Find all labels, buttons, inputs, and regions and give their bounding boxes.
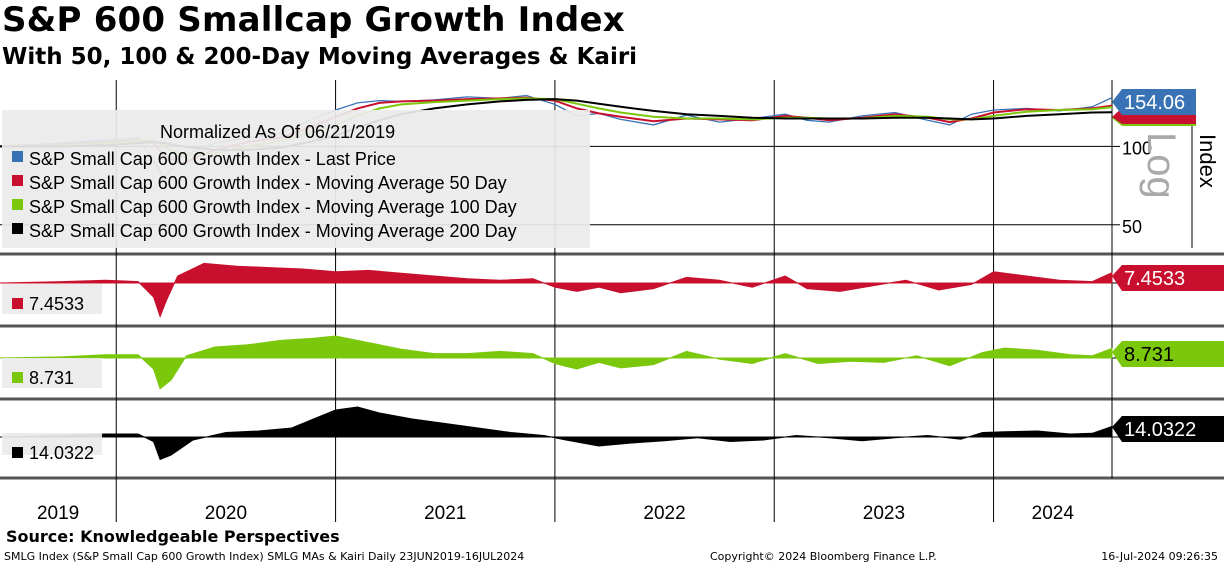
kairi-legend-value: 8.731 — [29, 368, 74, 388]
kairi-area — [0, 406, 1113, 461]
kairi-area — [0, 335, 1113, 390]
legend-entry: S&P Small Cap 600 Growth Index - Moving … — [29, 173, 507, 193]
x-tick-label: 2022 — [643, 503, 685, 524]
legend-entry: S&P Small Cap 600 Growth Index - Moving … — [29, 221, 517, 241]
kairi-value-tag — [1112, 265, 1224, 291]
kairi-value-tag — [1112, 416, 1224, 442]
source-note: Source: Knowledgeable Perspectives — [6, 527, 340, 546]
legend-swatch — [12, 223, 23, 234]
scale-label: Log — [1139, 132, 1183, 199]
kairi-legend-value: 14.0322 — [29, 443, 94, 463]
x-tick-label: 2020 — [205, 503, 247, 524]
kairi-value-label: 7.4533 — [1124, 268, 1185, 290]
kairi-value-label: 8.731 — [1124, 344, 1174, 366]
footer-copyright: Copyright© 2024 Bloomberg Finance L.P. — [710, 550, 937, 563]
axis-title: Index — [1195, 134, 1220, 188]
legend-swatch — [12, 175, 23, 186]
legend-entry: S&P Small Cap 600 Growth Index - Moving … — [29, 197, 517, 217]
price-tick-label: 50 — [1122, 217, 1142, 237]
chart-subtitle: With 50, 100 & 200-Day Moving Averages &… — [2, 44, 638, 70]
kairi-area — [0, 262, 1113, 319]
kairi-legend-box — [2, 433, 102, 455]
legend-entry: S&P Small Cap 600 Growth Index - Last Pr… — [29, 149, 396, 169]
footer-timestamp: 16-Jul-2024 09:26:35 — [1101, 550, 1218, 563]
kairi-value-tag — [1112, 341, 1224, 367]
kairi-legend-swatch — [12, 447, 23, 458]
price-value-tag — [1112, 89, 1196, 115]
x-tick-label: 2019 — [37, 503, 79, 524]
x-tick-label: 2021 — [424, 503, 466, 524]
legend-swatch — [12, 199, 23, 210]
footer-description: SMLG Index (S&P Small Cap 600 Growth Ind… — [4, 550, 525, 563]
x-tick-label: 2023 — [863, 503, 905, 524]
kairi-legend-swatch — [12, 298, 23, 309]
price-value-label: 154.06 — [1124, 92, 1185, 114]
legend-header: Normalized As Of 06/21/2019 — [160, 122, 395, 142]
kairi-legend-value: 7.4533 — [29, 294, 84, 314]
x-tick-label: 2024 — [1032, 503, 1075, 524]
chart-title: S&P 600 Smallcap Growth Index — [2, 0, 625, 40]
price-tick-label: 100 — [1122, 138, 1152, 158]
legend-box — [2, 110, 590, 248]
kairi-legend-swatch — [12, 372, 23, 383]
kairi-value-label: 14.0322 — [1124, 419, 1196, 441]
legend-swatch — [12, 151, 23, 162]
